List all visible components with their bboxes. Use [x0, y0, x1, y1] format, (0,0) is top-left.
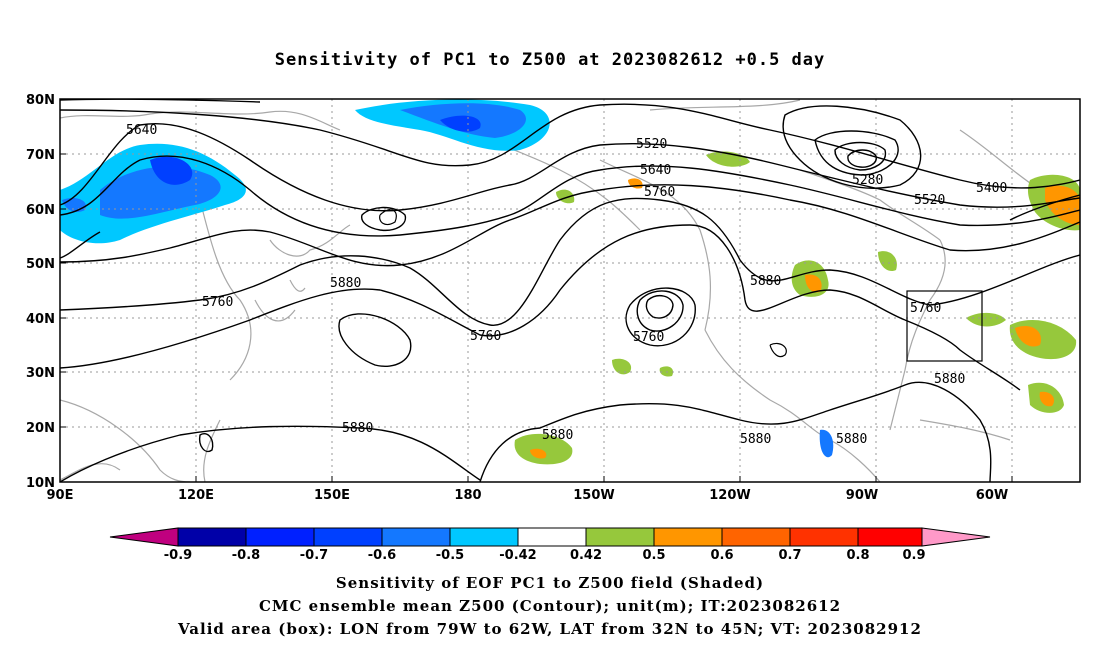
- contour-label: 5880: [836, 432, 867, 447]
- contour-label: 5880: [750, 274, 781, 289]
- colorbar-label: -0.8: [232, 548, 260, 563]
- sensitivity-shading: [60, 99, 1080, 465]
- contour-label: 5880: [342, 421, 373, 436]
- lon-label: 150W: [573, 488, 614, 503]
- colorbar-cell: [921, 527, 991, 547]
- lat-label: 50N: [26, 257, 55, 272]
- colorbar-label: -0.42: [499, 548, 536, 563]
- lat-label: 60N: [26, 203, 55, 218]
- lon-label: 90E: [47, 488, 74, 503]
- colorbar-cell: [857, 527, 923, 547]
- contour-label: 5760: [202, 295, 233, 310]
- lat-label: 20N: [26, 421, 55, 436]
- lon-label: 180: [454, 488, 481, 503]
- colorbar-cell: [653, 527, 723, 547]
- colorbar-cell: [109, 527, 179, 547]
- caption-line-2: CMC ensemble mean Z500 (Contour); unit(m…: [258, 597, 842, 615]
- colorbar-label: -0.6: [368, 548, 396, 563]
- caption-line-1: Sensitivity of EOF PC1 to Z500 field (Sh…: [335, 574, 765, 592]
- plot-frame: [59, 98, 1081, 483]
- contour-label: 5640: [126, 123, 157, 138]
- colorbar-cell: [449, 527, 519, 547]
- contour-label: 5760: [470, 329, 501, 344]
- lat-label: 30N: [26, 366, 55, 381]
- contour-label: 5760: [633, 330, 664, 345]
- caption-line-3: Valid area (box): LON from 79W to 62W, L…: [178, 620, 922, 638]
- contour-label: 5880: [542, 428, 573, 443]
- map-title: Sensitivity of PC1 to Z500 at 2023082612…: [274, 50, 826, 70]
- lon-label: 120W: [709, 488, 750, 503]
- colorbar-cell: [721, 527, 791, 547]
- lon-label: 150E: [314, 488, 350, 503]
- colorbar-label: 0.7: [778, 548, 801, 563]
- contour-label: 5400: [976, 181, 1007, 196]
- lat-label: 70N: [26, 148, 55, 163]
- colorbar-cell: [245, 527, 315, 547]
- coastlines: [60, 99, 1041, 482]
- contour-labels: 5640 5520 5640 5760 5280 5400 5520 5760 …: [126, 123, 1007, 447]
- lat-label: 40N: [26, 312, 55, 327]
- colorbar-cell: [585, 527, 655, 547]
- colorbar-label: 0.5: [642, 548, 665, 563]
- colorbar-label: -0.5: [436, 548, 464, 563]
- contour-label: 5760: [644, 185, 675, 200]
- colorbar-cell: [381, 527, 451, 547]
- contour-label: 5280: [852, 173, 883, 188]
- contour-label: 5880: [330, 276, 361, 291]
- colorbar-label: -0.7: [300, 548, 328, 563]
- lon-label: 60W: [976, 488, 1008, 503]
- colorbar-label: 0.6: [710, 548, 733, 563]
- contour-label: 5520: [636, 137, 667, 152]
- colorbar-label: 0.8: [846, 548, 869, 563]
- gridlines: [60, 99, 1080, 482]
- colorbar-label: -0.9: [164, 548, 192, 563]
- lat-label: 80N: [26, 93, 55, 108]
- lon-label: 120E: [178, 488, 214, 503]
- colorbar-cell: [789, 527, 859, 547]
- contour-label: 5880: [934, 372, 965, 387]
- colorbar-cell: [177, 527, 247, 547]
- axis-ticks: [60, 98, 1013, 483]
- colorbar-label: 0.42: [570, 548, 602, 563]
- colorbar-cell: [313, 527, 383, 547]
- lon-label: 90W: [846, 488, 878, 503]
- colorbar-cell: [517, 527, 587, 547]
- colorbar-label: 0.9: [902, 548, 925, 563]
- contour-label: 5640: [640, 163, 671, 178]
- valid-area-box: [906, 290, 983, 362]
- contour-label: 5880: [740, 432, 771, 447]
- contour-label: 5760: [910, 301, 941, 316]
- colorbar: [109, 527, 991, 547]
- contour-label: 5520: [914, 193, 945, 208]
- lat-label: 10N: [26, 476, 55, 491]
